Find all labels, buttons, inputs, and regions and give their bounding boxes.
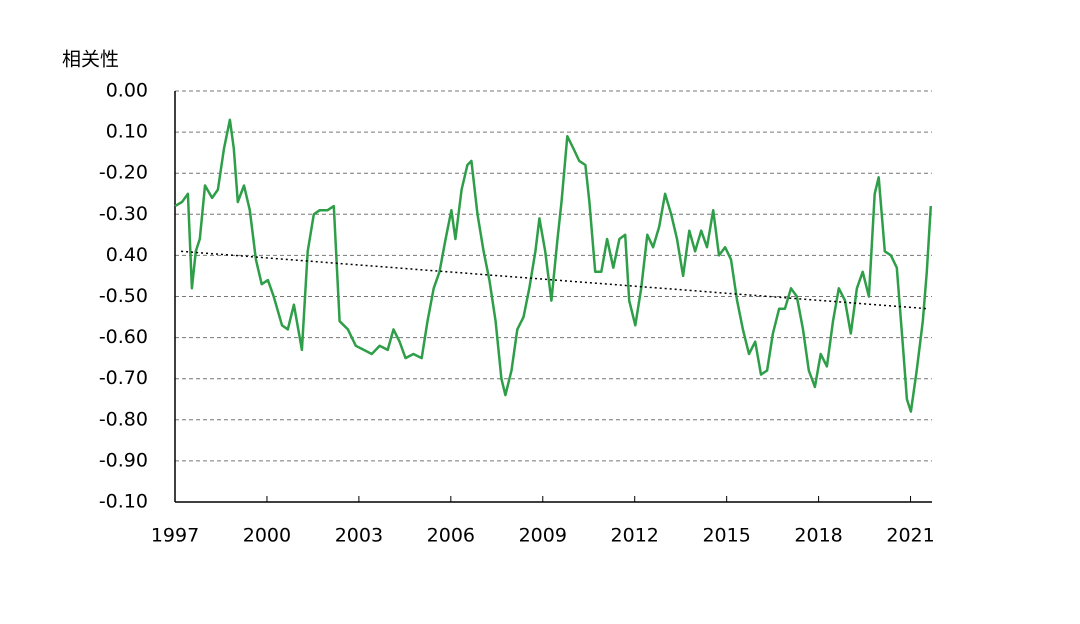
y-tick-label: -0.80 bbox=[99, 408, 148, 430]
x-tick-label: 2003 bbox=[335, 525, 383, 547]
y-tick-label: -0.90 bbox=[99, 449, 148, 471]
x-tick-label: 2012 bbox=[611, 525, 659, 547]
x-tick-label: 2018 bbox=[794, 525, 842, 547]
x-tick-label: 2000 bbox=[243, 525, 291, 547]
y-tick-label: -0.60 bbox=[99, 326, 148, 348]
y-tick-label: 0.10 bbox=[106, 121, 148, 143]
x-tick-label: 2006 bbox=[427, 525, 475, 547]
y-tick-label: -0.20 bbox=[99, 162, 148, 184]
y-axis-label: 相关性 bbox=[62, 49, 119, 71]
y-tick-label: 0.00 bbox=[106, 80, 148, 102]
y-tick-label: -0.50 bbox=[99, 285, 148, 307]
x-tick-label: 1997 bbox=[151, 525, 199, 547]
x-tick-label: 2021 bbox=[886, 525, 934, 547]
x-tick-label: 2009 bbox=[519, 525, 567, 547]
y-tick-label: -0.30 bbox=[99, 203, 148, 225]
y-tick-label: 0.40 bbox=[106, 244, 148, 266]
y-tick-label: -0.10 bbox=[99, 491, 148, 513]
series-line bbox=[174, 118, 933, 413]
trend-line bbox=[181, 250, 929, 310]
y-tick-label: -0.70 bbox=[99, 367, 148, 389]
x-tick-label: 2015 bbox=[702, 525, 750, 547]
